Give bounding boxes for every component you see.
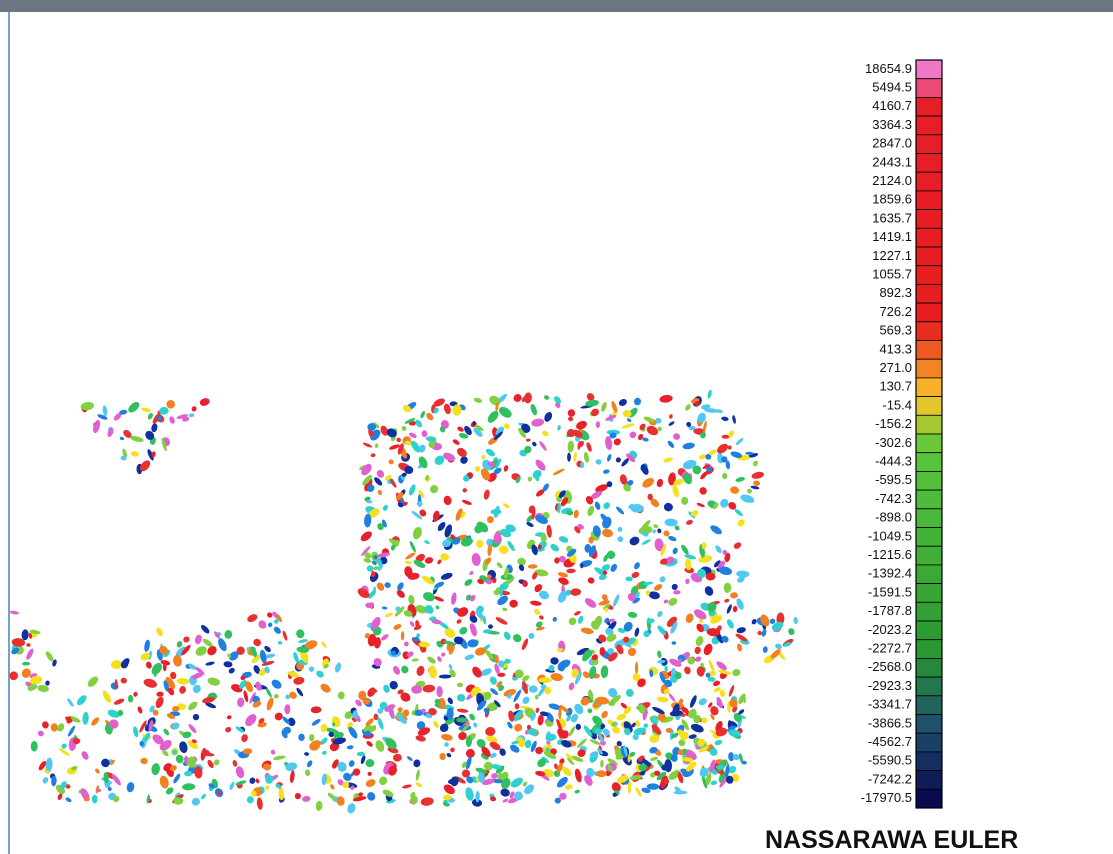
legend-swatch: [916, 434, 942, 453]
legend-label: -3341.7: [868, 697, 912, 712]
legend-swatch: [916, 584, 942, 603]
legend-swatch: [916, 210, 942, 229]
solution-cluster: [724, 583, 732, 593]
legend-label: 569.3: [879, 323, 912, 338]
legend-swatch: [916, 509, 942, 528]
legend-label: -7242.2: [868, 771, 912, 786]
legend-label: -2923.3: [868, 678, 912, 693]
solution-cluster: [411, 685, 422, 693]
legend-swatch: [916, 135, 942, 154]
legend-swatch: [916, 696, 942, 715]
left-border: [8, 12, 10, 854]
legend-label: 2124.0: [872, 173, 912, 188]
legend-swatch: [916, 715, 942, 734]
legend-swatch: [916, 172, 942, 191]
legend-label: -595.5: [875, 472, 912, 487]
solution-cluster: [338, 692, 345, 700]
legend-label: 2847.0: [872, 136, 912, 151]
legend-label: -444.3: [875, 453, 912, 468]
legend-label: -302.6: [875, 435, 912, 450]
solution-cluster: [491, 509, 502, 515]
legend-swatch: [916, 97, 942, 116]
legend-swatch: [916, 228, 942, 247]
legend-swatch: [916, 154, 942, 173]
legend-label: -2023.2: [868, 622, 912, 637]
legend-label: -2272.7: [868, 640, 912, 655]
legend-swatch: [916, 752, 942, 771]
legend-swatch: [916, 733, 942, 752]
legend-swatch: [916, 789, 942, 808]
legend-swatch: [916, 60, 942, 79]
legend-label: -1215.6: [868, 547, 912, 562]
solution-cluster: [31, 741, 38, 752]
legend-label: 3364.3: [872, 117, 912, 132]
legend-swatch: [916, 602, 942, 621]
legend-label: 1859.6: [872, 192, 912, 207]
map-title: NASSARAWA EULER: [765, 826, 1018, 854]
map-window: 18654.9 5494.5 4160.7 3364.3 2847.0 2443.1 212…: [0, 0, 1113, 854]
legend-swatch: [916, 79, 942, 98]
legend-label: 4160.7: [872, 98, 912, 113]
legend-swatch: [916, 116, 942, 135]
legend-swatch: [916, 565, 942, 584]
legend-swatch: [916, 453, 942, 472]
solution-cluster: [671, 754, 678, 762]
legend-swatch: [916, 546, 942, 565]
legend-swatch: [916, 284, 942, 303]
legend-label: -4562.7: [868, 734, 912, 749]
legend-label: -898.0: [875, 510, 912, 525]
legend-label: 18654.9: [865, 61, 912, 76]
legend-swatch: [916, 471, 942, 490]
legend-label: 1055.7: [872, 266, 912, 281]
legend-label: -3866.5: [868, 715, 912, 730]
legend-swatch: [916, 528, 942, 547]
legend-label: -5590.5: [868, 753, 912, 768]
legend-label: -742.3: [875, 491, 912, 506]
legend-label: -2568.0: [868, 659, 912, 674]
legend-label: 892.3: [879, 285, 912, 300]
legend-swatch: [916, 378, 942, 397]
legend-swatch: [916, 303, 942, 322]
legend-swatch: [916, 341, 942, 360]
legend-label: 5494.5: [872, 79, 912, 94]
legend-label: 1419.1: [872, 229, 912, 244]
solution-cluster: [745, 452, 753, 455]
legend-label: -1049.5: [868, 528, 912, 543]
legend-label: 130.7: [879, 379, 912, 394]
legend-label: -15.4: [882, 397, 912, 412]
legend-label: -156.2: [875, 416, 912, 431]
legend-swatch: [916, 640, 942, 659]
legend-swatch: [916, 322, 942, 341]
legend-label: -17970.5: [861, 790, 912, 805]
legend-swatch: [916, 359, 942, 378]
legend-label: -1591.5: [868, 584, 912, 599]
legend-swatch: [916, 490, 942, 509]
background: [0, 0, 1113, 854]
legend-swatch: [916, 415, 942, 434]
solution-cluster: [567, 453, 571, 462]
legend-label: 1227.1: [872, 248, 912, 263]
legend-label: 1635.7: [872, 210, 912, 225]
legend-swatch: [916, 621, 942, 640]
page: 18654.9 5494.5 4160.7 3364.3 2847.0 2443.1 212…: [0, 0, 1113, 854]
top-border: [0, 0, 1113, 12]
legend-label: 413.3: [879, 341, 912, 356]
legend-label: 271.0: [879, 360, 912, 375]
legend-label: 2443.1: [872, 154, 912, 169]
legend-label: -1787.8: [868, 603, 912, 618]
legend-swatch: [916, 191, 942, 210]
legend-swatch: [916, 677, 942, 696]
legend-swatch: [916, 266, 942, 285]
solution-cluster: [539, 677, 552, 683]
legend-swatch: [916, 771, 942, 790]
legend-label: 726.2: [879, 304, 912, 319]
legend-swatch: [916, 247, 942, 266]
solution-cluster: [665, 666, 668, 672]
legend-swatch: [916, 658, 942, 677]
legend-swatch: [916, 397, 942, 416]
legend-label: -1392.4: [868, 566, 912, 581]
